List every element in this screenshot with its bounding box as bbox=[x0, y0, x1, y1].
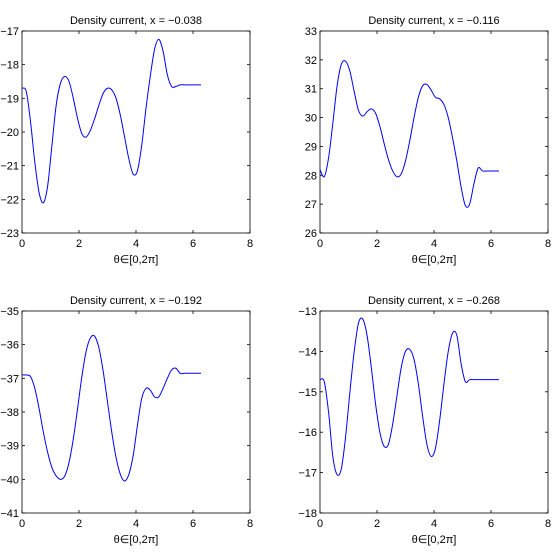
x-axis-label: θ∈[0,2π] bbox=[114, 254, 159, 266]
y-tick-label: 30 bbox=[305, 113, 317, 125]
plot-area bbox=[319, 30, 549, 234]
x-tick-label: 0 bbox=[317, 238, 323, 250]
y-tick-label: −40 bbox=[0, 474, 19, 486]
chart-title: Density current, x = −0.268 bbox=[368, 295, 500, 307]
series-line bbox=[21, 38, 201, 204]
x-tick-label: 4 bbox=[133, 238, 139, 250]
chart-panel-4: Density current, x = −0.268 0 2 4 6 8 −18 −17 −1… bbox=[298, 295, 551, 546]
x-tick-label: 6 bbox=[190, 238, 196, 250]
y-tick-label: −41 bbox=[0, 508, 19, 520]
x-tick-label: 8 bbox=[545, 238, 551, 250]
x-tick-label: 4 bbox=[431, 518, 437, 530]
y-tick-label: 31 bbox=[305, 84, 317, 96]
chart-panel-2: Density current, x = −0.116 0 2 4 6 8 26 27 28 29… bbox=[305, 15, 551, 266]
x-tick-label: 4 bbox=[133, 518, 139, 530]
x-tick-label: 8 bbox=[545, 518, 551, 530]
x-tick-label: 0 bbox=[317, 518, 323, 530]
y-tick-label: −23 bbox=[0, 228, 19, 240]
x-axis-label: θ∈[0,2π] bbox=[412, 254, 457, 266]
x-tick-label: 6 bbox=[488, 518, 494, 530]
x-tick-label: 8 bbox=[247, 518, 253, 530]
y-tick-label: −17 bbox=[298, 468, 317, 480]
chart-panel-3: Density current, x = −0.192 0 2 4 6 8 −41 −40 −3… bbox=[0, 295, 253, 546]
y-tick-label: −35 bbox=[0, 306, 19, 318]
x-tick-label: 6 bbox=[190, 518, 196, 530]
x-axis-label: θ∈[0,2π] bbox=[412, 534, 457, 546]
y-tick-label: 26 bbox=[305, 228, 317, 240]
chart-title: Density current, x = −0.192 bbox=[70, 295, 202, 307]
chart-panel-1: Density current, x = −0.038 0 2 4 6 8 −23 −22 −2… bbox=[0, 15, 253, 266]
y-tick-label: −18 bbox=[298, 508, 317, 520]
y-tick-label: −39 bbox=[0, 441, 19, 453]
y-tick-label: −22 bbox=[0, 194, 19, 206]
y-tick-label: −37 bbox=[0, 373, 19, 385]
y-tick-label: −21 bbox=[0, 161, 19, 173]
plot-area bbox=[21, 310, 251, 514]
y-tick-label: 27 bbox=[305, 199, 317, 211]
y-tick-label: −20 bbox=[0, 127, 19, 139]
x-tick-label: 2 bbox=[76, 518, 82, 530]
series-line bbox=[21, 334, 201, 482]
y-tick-label: −18 bbox=[0, 60, 19, 72]
y-tick-label: −38 bbox=[0, 407, 19, 419]
series-line bbox=[319, 317, 499, 476]
x-tick-label: 2 bbox=[76, 238, 82, 250]
series-line bbox=[319, 60, 499, 208]
chart-title: Density current, x = −0.038 bbox=[70, 15, 202, 27]
plot-area bbox=[319, 310, 549, 514]
y-tick-label: −13 bbox=[298, 306, 317, 318]
chart-title: Density current, x = −0.116 bbox=[368, 15, 499, 27]
x-tick-label: 8 bbox=[247, 238, 253, 250]
x-axis-label: θ∈[0,2π] bbox=[114, 534, 159, 546]
x-tick-label: 2 bbox=[374, 238, 380, 250]
y-tick-label: −19 bbox=[0, 93, 19, 105]
y-tick-label: −17 bbox=[0, 26, 19, 38]
y-tick-label: −15 bbox=[298, 387, 317, 399]
x-tick-label: 6 bbox=[488, 238, 494, 250]
y-tick-label: 28 bbox=[305, 170, 317, 182]
x-tick-label: 2 bbox=[374, 518, 380, 530]
y-tick-label: 33 bbox=[305, 26, 317, 38]
x-tick-label: 0 bbox=[19, 238, 25, 250]
y-tick-label: 29 bbox=[305, 141, 317, 153]
y-tick-label: −36 bbox=[0, 340, 19, 352]
y-tick-label: −16 bbox=[298, 427, 317, 439]
x-tick-label: 4 bbox=[431, 238, 437, 250]
plot-area bbox=[21, 30, 251, 234]
y-tick-label: 32 bbox=[305, 55, 317, 67]
y-tick-label: −14 bbox=[298, 346, 317, 358]
x-tick-label: 0 bbox=[19, 518, 25, 530]
